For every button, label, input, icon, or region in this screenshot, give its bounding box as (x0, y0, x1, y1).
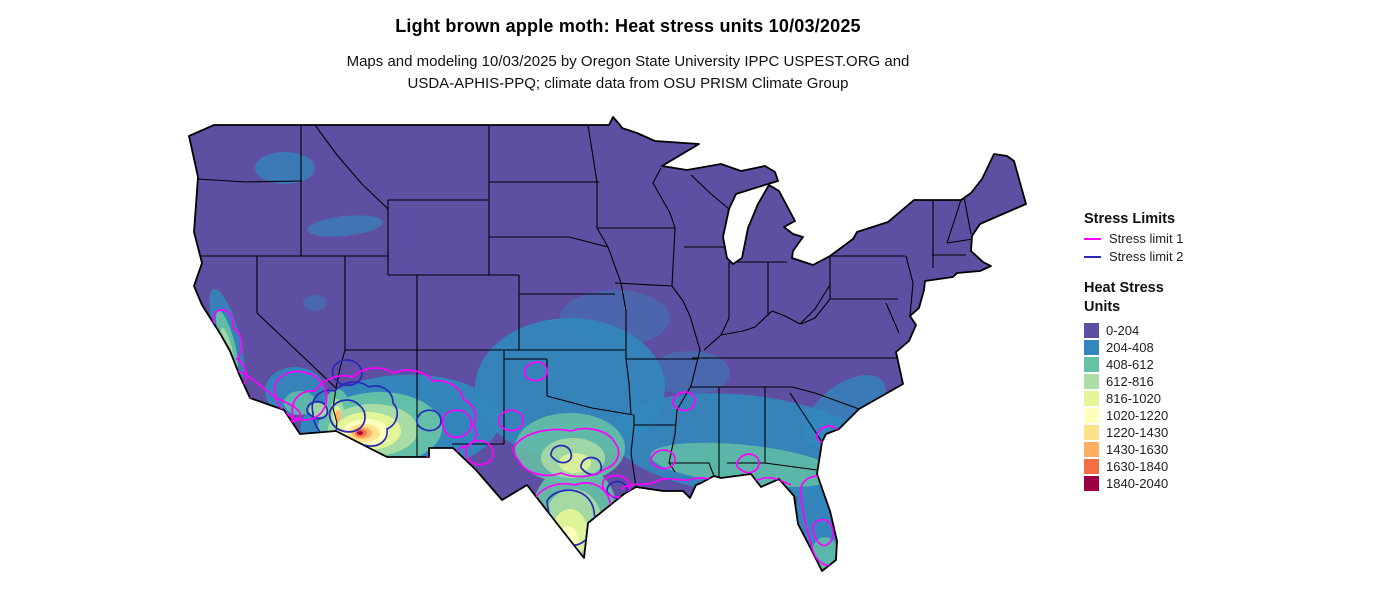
stress-limit-1-line-swatch (1084, 237, 1101, 240)
legend-bin-label: 408-612 (1106, 357, 1154, 372)
legend-item: 612-816 (1084, 373, 1384, 390)
stress-limit-2-label: Stress limit 2 (1109, 249, 1184, 264)
legend: Stress Limits Stress limit 1 Stress limi… (1084, 210, 1384, 492)
legend-item: 1840-2040 (1084, 475, 1384, 492)
legend-item-stress-limit-2: Stress limit 2 (1084, 248, 1384, 265)
legend-swatch (1084, 323, 1099, 338)
legend-bin-label: 612-816 (1106, 374, 1154, 389)
subtitle-line-2: USDA-APHIS-PPQ; climate data from OSU PR… (407, 75, 849, 92)
state-borders (194, 124, 974, 488)
heat-legend-title-line-2: Units (1084, 299, 1121, 315)
legend-item: 408-612 (1084, 356, 1384, 373)
legend-item: 1220-1430 (1084, 424, 1384, 441)
legend-item: 204-408 (1084, 339, 1384, 356)
legend-swatch (1084, 391, 1099, 406)
stress-limits-legend-title: Stress Limits (1084, 211, 1176, 227)
legend-swatch (1084, 476, 1099, 491)
legend-bin-label: 1840-2040 (1106, 476, 1169, 491)
page-title: Light brown apple moth: Heat stress unit… (395, 16, 861, 36)
legend-swatch (1084, 459, 1099, 474)
us-heat-map (185, 113, 1065, 585)
legend-bin-label: 0-204 (1106, 323, 1140, 338)
page-subtitle: Maps and modeling 10/03/2025 by Oregon S… (0, 51, 1256, 95)
legend-swatch (1084, 408, 1099, 423)
legend-bin-label: 1020-1220 (1106, 408, 1169, 423)
legend-swatch (1084, 425, 1099, 440)
legend-bin-label: 1430-1630 (1106, 442, 1169, 457)
legend-bin-label: 1630-1840 (1106, 459, 1169, 474)
us-heat-map-svg (188, 116, 1027, 572)
stress-limit-2-line-swatch (1084, 255, 1101, 258)
heat-legend-bins: 0-204 204-408 408-612 612-816 816-1020 1… (1084, 322, 1384, 492)
legend-bin-label: 816-1020 (1106, 391, 1161, 406)
legend-bin-label: 204-408 (1106, 340, 1154, 355)
legend-item: 1430-1630 (1084, 441, 1384, 458)
legend-item-stress-limit-1: Stress limit 1 (1084, 230, 1384, 247)
legend-swatch (1084, 340, 1099, 355)
legend-bin-label: 1220-1430 (1106, 425, 1169, 440)
legend-swatch (1084, 442, 1099, 457)
subtitle-line-1: Maps and modeling 10/03/2025 by Oregon S… (346, 53, 910, 70)
heat-legend-title-line-1: Heat Stress (1084, 280, 1164, 296)
legend-item: 1020-1220 (1084, 407, 1384, 424)
legend-swatch (1084, 374, 1099, 389)
legend-item: 1630-1840 (1084, 458, 1384, 475)
legend-swatch (1084, 357, 1099, 372)
title-block: Light brown apple moth: Heat stress unit… (0, 16, 1256, 95)
legend-item: 816-1020 (1084, 390, 1384, 407)
legend-item: 0-204 (1084, 322, 1384, 339)
stress-limit-1-label: Stress limit 1 (1109, 231, 1184, 246)
heat-stress-legend-title: Heat Stress Units (1084, 279, 1384, 317)
